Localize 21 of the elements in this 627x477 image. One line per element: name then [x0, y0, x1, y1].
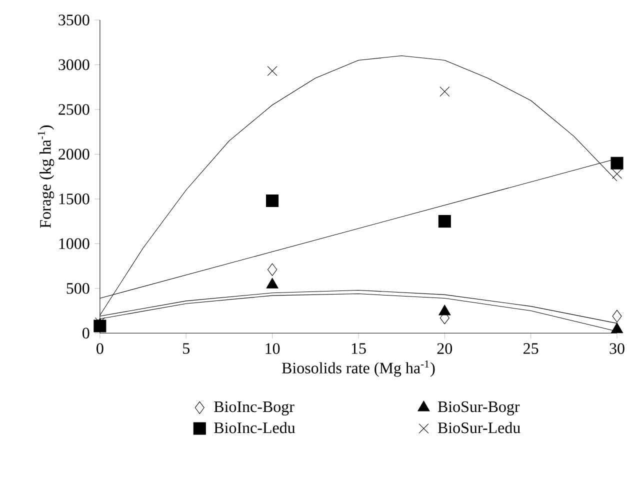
x-tick-label: 5	[183, 343, 190, 354]
y-tick-label: 0	[82, 328, 90, 339]
legend-label: BioInc-Ledu	[214, 422, 296, 434]
y-tick-label: 2000	[58, 148, 90, 160]
y-tick-label: 2500	[58, 104, 90, 115]
y-tick-label: 1000	[59, 238, 90, 250]
y-axis-title: Forage (kg ha$^{-1}$)	[38, 125, 54, 228]
x-tick-label: 25	[524, 343, 538, 354]
legend-label: BioInc-Bogr	[214, 401, 294, 416]
x-tick-label: 10	[266, 343, 280, 354]
x-tick-label: 15	[352, 343, 366, 354]
x-axis-title: Biosolids rate (Mg ha$^{-1}$)	[282, 360, 435, 377]
legend-label: BioSur-Ledu	[438, 422, 520, 434]
x-tick-label: 30	[610, 343, 624, 354]
x-tick-label: 0	[96, 343, 104, 354]
y-tick-label: 1500	[59, 194, 90, 204]
y-tick-label: 3500	[58, 14, 90, 26]
y-tick-label: 500	[66, 282, 90, 294]
y-tick-label: 3000	[58, 59, 90, 70]
legend-label: BioSur-Bogr	[438, 401, 520, 416]
x-tick-label: 20	[437, 343, 452, 354]
